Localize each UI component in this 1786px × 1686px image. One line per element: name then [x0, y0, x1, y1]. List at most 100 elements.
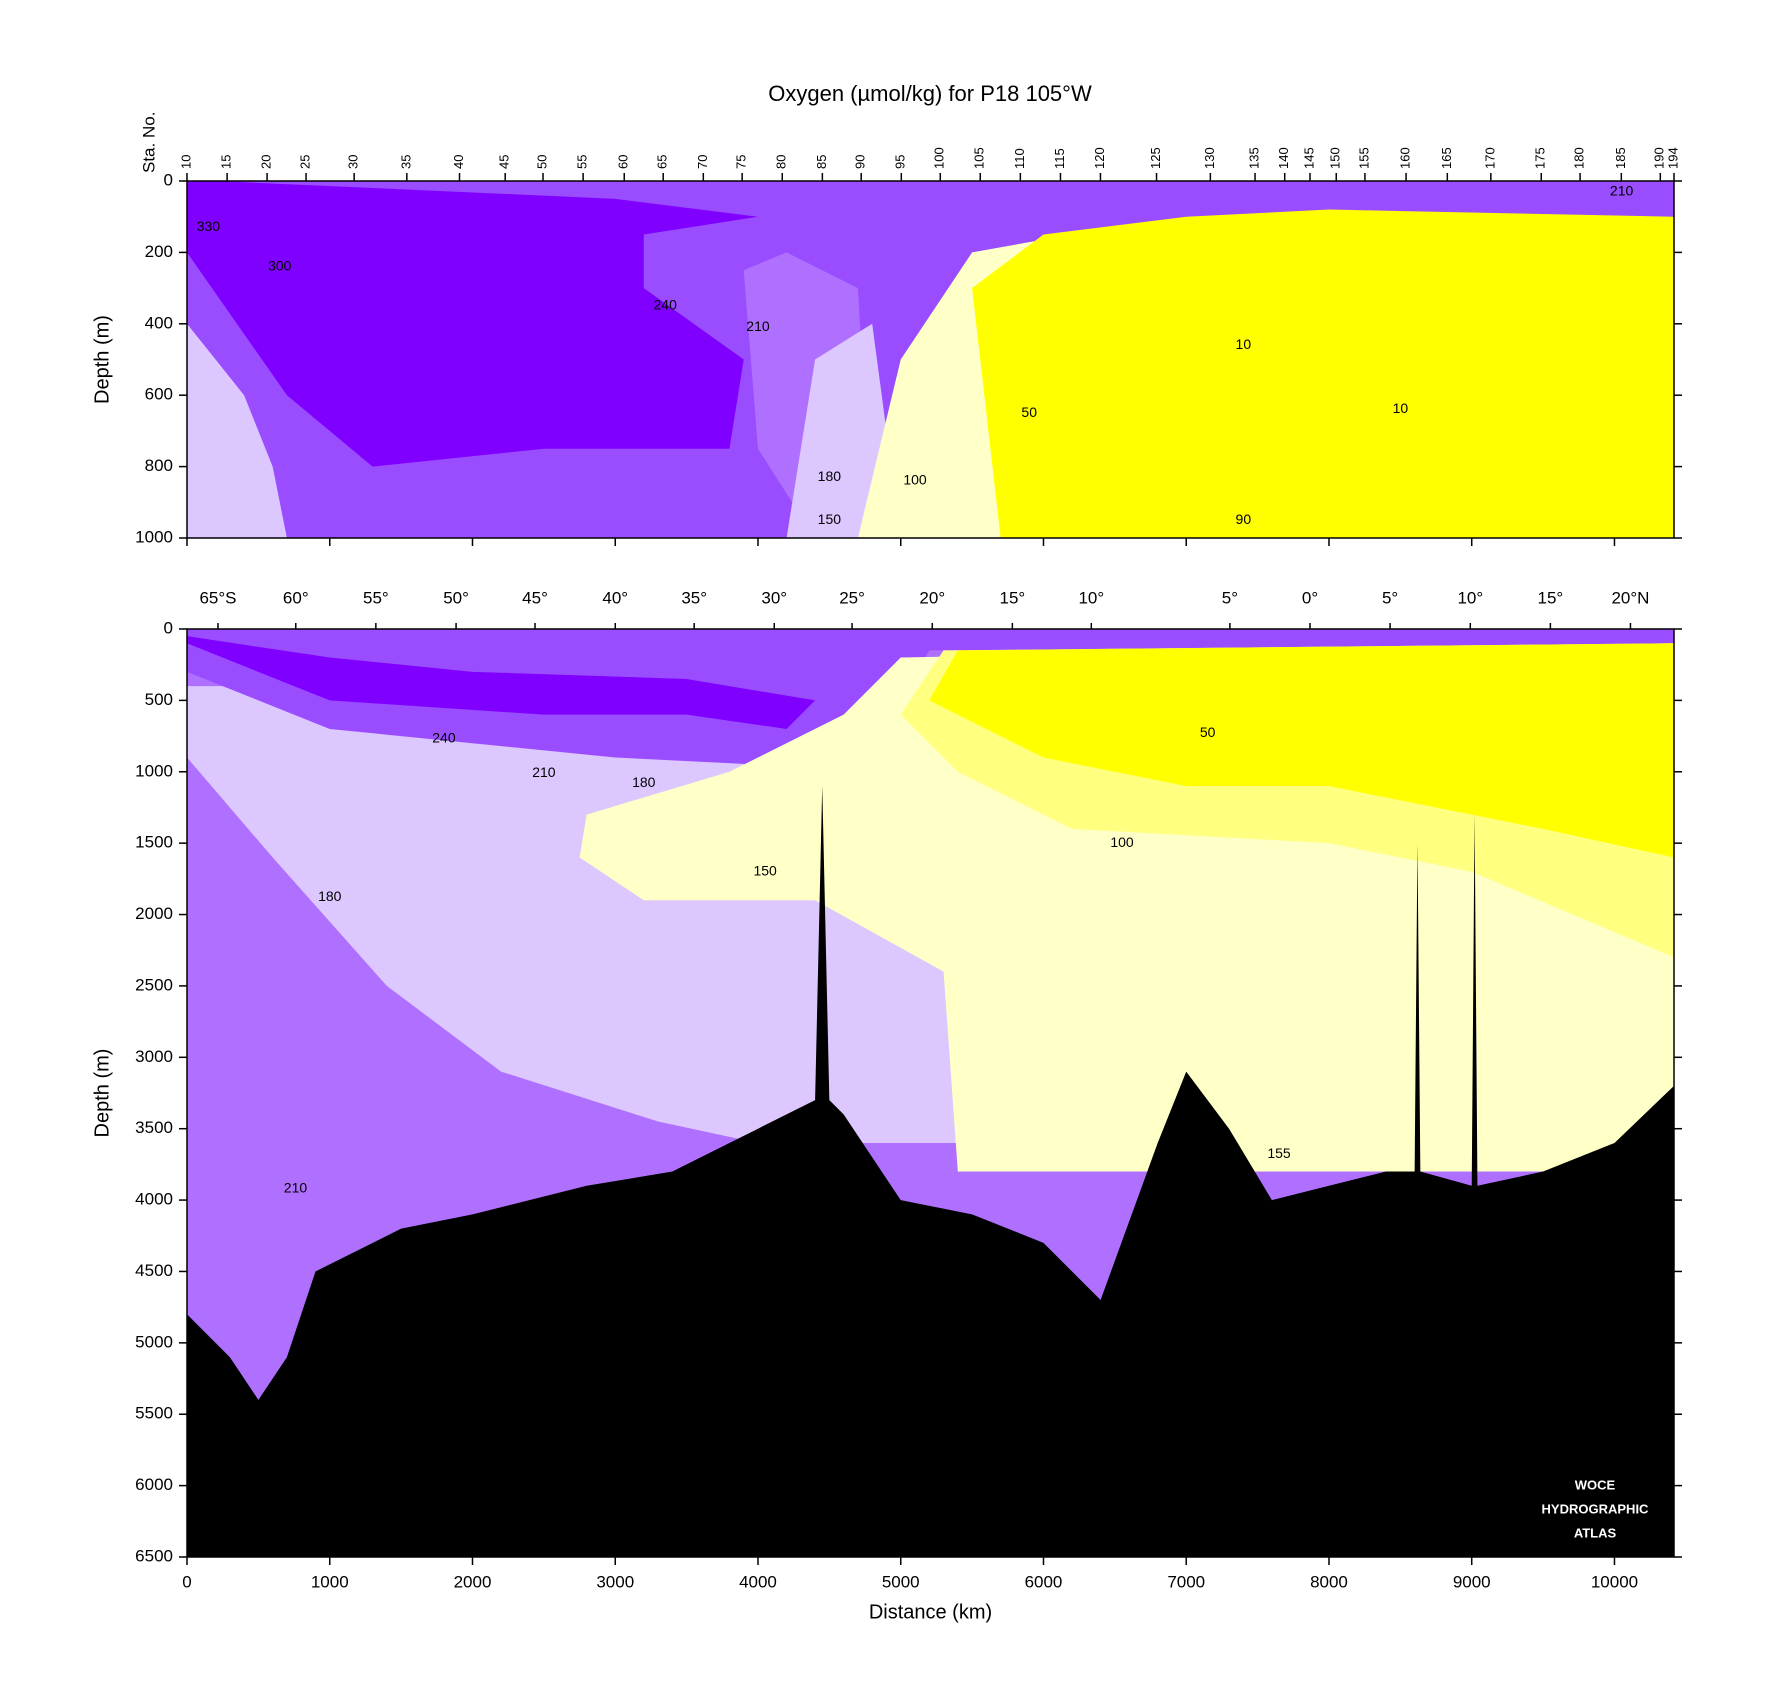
y-tick-label: 200: [145, 242, 173, 261]
x-tick-label: 8000: [1310, 1572, 1348, 1591]
station-tick-label: 110: [1012, 148, 1027, 169]
y-axis-label: Depth (m): [91, 315, 113, 404]
station-tick-label: 135: [1246, 147, 1261, 169]
latitude-label: 65°S: [199, 588, 236, 607]
latitude-label: 25°: [839, 588, 865, 607]
y-tick-label: 2500: [135, 975, 173, 994]
station-tick-label: 105: [972, 147, 987, 169]
contour-label: 210: [284, 1179, 308, 1195]
contour-label: 100: [1110, 834, 1134, 850]
latitude-label: 5°: [1222, 588, 1238, 607]
y-tick-label: 4000: [135, 1190, 173, 1209]
contour-label: 50: [1021, 404, 1037, 420]
x-tick-label: 7000: [1167, 1572, 1205, 1591]
contour-label: 180: [318, 888, 342, 904]
plot-frame: [186, 628, 1675, 1558]
latitude-label: 15°: [1000, 588, 1026, 607]
y-tick-label: 400: [145, 313, 173, 332]
x-tick-label: 0: [182, 1572, 191, 1591]
station-tick-label: 165: [1439, 147, 1454, 169]
y-tick-label: 0: [164, 170, 173, 189]
oxygen-region: [187, 181, 758, 467]
plot-area: 240 210 180 150 100 50 180 210 155: [187, 629, 1674, 1557]
x-tick-label: 5000: [882, 1572, 920, 1591]
station-tick-label: 180: [1572, 147, 1587, 169]
oxygen-region: [786, 323, 887, 538]
y-tick-label: 6500: [135, 1546, 173, 1565]
station-tick-label: 194: [1665, 147, 1680, 169]
y-tick-label: 1000: [135, 761, 173, 780]
oxygen-region: [929, 629, 1674, 641]
contour-label: 50: [1200, 724, 1216, 740]
x-tick-label: 3000: [596, 1572, 634, 1591]
station-tick-label: 185: [1613, 147, 1628, 169]
contour-label: 210: [532, 764, 556, 780]
station-tick-label: 20: [259, 155, 274, 169]
bathymetry: [187, 786, 1674, 1557]
station-tick-label: 125: [1148, 147, 1163, 169]
y-tick-label: 2000: [135, 904, 173, 923]
station-tick-label: 90: [853, 155, 868, 169]
oxygen-region: [187, 629, 1674, 765]
latitude-label: 0°: [1302, 588, 1318, 607]
station-tick-label: 140: [1276, 147, 1291, 169]
logo-text: HYDROGRAPHIC: [1542, 1501, 1650, 1516]
x-tick-label: 1000: [311, 1572, 349, 1591]
station-tick-label: 155: [1356, 147, 1371, 169]
y-tick-label: 5500: [135, 1404, 173, 1423]
y-tick-label: 3500: [135, 1118, 173, 1137]
station-tick-label: 100: [932, 147, 947, 169]
y-tick-label: 0: [164, 618, 173, 637]
station-tick-label: 35: [398, 155, 413, 169]
y-tick-label: 1500: [135, 833, 173, 852]
station-tick-label: 10: [178, 155, 193, 169]
station-tick-label: 55: [575, 155, 590, 169]
contour-label: 180: [632, 774, 656, 790]
station-tick-label: 25: [297, 155, 312, 169]
station-tick-label: 60: [616, 155, 631, 169]
latitude-label: 5°: [1382, 588, 1398, 607]
station-tick-label: 95: [893, 155, 908, 169]
y-tick-label: 500: [145, 690, 173, 709]
x-tick-label: 9000: [1453, 1572, 1491, 1591]
x-tick-label: 4000: [739, 1572, 777, 1591]
y-tick-label: 6000: [135, 1475, 173, 1494]
station-tick-label: 45: [497, 155, 512, 169]
latitude-label: 40°: [602, 588, 628, 607]
contour-label: 150: [818, 511, 842, 527]
station-tick-label: 30: [346, 155, 361, 169]
station-tick-label: 150: [1328, 147, 1343, 169]
contour-label: 300: [268, 257, 292, 273]
logo-text: WOCE: [1575, 1477, 1616, 1492]
station-tick-label: 65: [655, 155, 670, 169]
latitude-label: 20°N: [1611, 588, 1649, 607]
station-tick-label: 115: [1052, 148, 1067, 169]
station-tick-label: 80: [774, 155, 789, 169]
oxygen-region: [929, 643, 1674, 858]
x-axis-label: Distance (km): [869, 1601, 992, 1623]
x-tick-label: 10000: [1591, 1572, 1638, 1591]
station-tick-label: 130: [1202, 147, 1217, 169]
latitude-label: 20°: [919, 588, 945, 607]
latitude-label: 35°: [681, 588, 707, 607]
y-tick-label: 4500: [135, 1261, 173, 1280]
contour-label: 210: [1610, 182, 1634, 198]
station-tick-label: 85: [814, 155, 829, 169]
contour-label: 180: [818, 468, 842, 484]
station-tick-label: 40: [451, 155, 466, 169]
latitude-label: 15°: [1538, 588, 1564, 607]
station-tick-label: 120: [1092, 147, 1107, 169]
contour-label: 155: [1267, 1145, 1291, 1161]
latitude-label: 60°: [283, 588, 309, 607]
latitude-label: 50°: [443, 588, 469, 607]
contour-label: 240: [432, 730, 456, 746]
y-tick-label: 1000: [135, 527, 173, 546]
station-tick-label: 170: [1482, 147, 1497, 169]
contour-label: 100: [903, 472, 927, 488]
latitude-label: 30°: [761, 588, 787, 607]
x-tick-label: 2000: [454, 1572, 492, 1591]
station-tick-label: 160: [1398, 147, 1413, 169]
station-tick-label: 145: [1301, 147, 1316, 169]
y-tick-label: 5000: [135, 1332, 173, 1351]
